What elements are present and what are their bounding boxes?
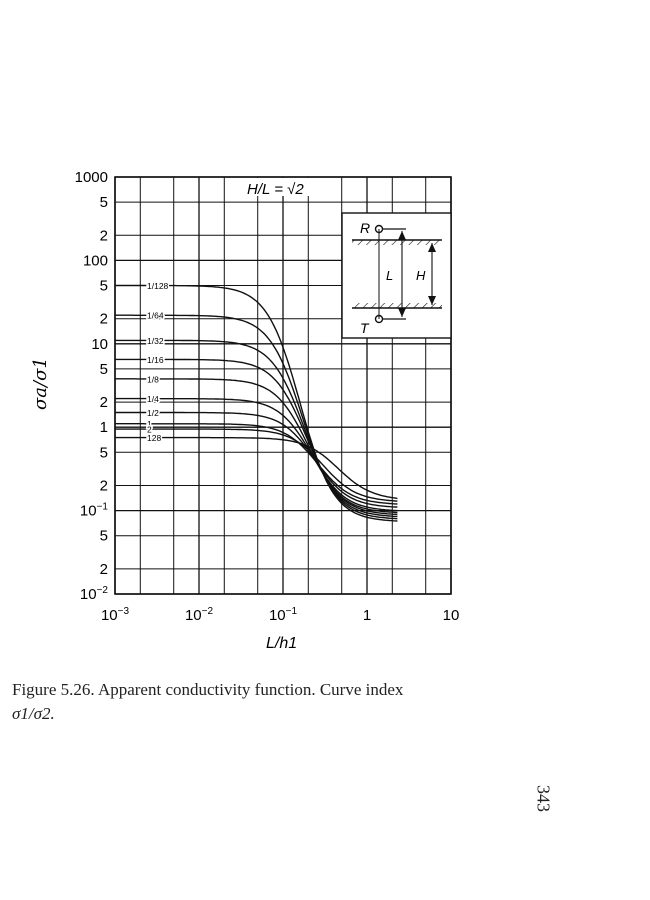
y-tick-label: 2 [100,394,108,411]
x-tick-label: 10 [443,607,460,624]
electrode-geometry-inset: R T L H [341,212,452,339]
inset-label-r: R [360,220,370,236]
curve-label: 1/128 [147,281,169,291]
y-tick-label: 2 [100,561,108,578]
caption-math: σ1/σ2. [12,704,55,723]
y-tick-label: 5 [100,194,108,211]
y-tick-label: 5 [100,444,108,461]
inset-label-t: T [360,320,370,336]
curve-label: 128 [147,433,161,443]
y-axis-label: σa/σ1 [30,357,51,410]
y-tick-label: 100 [83,252,108,269]
x-axis-ticks: 10−3 10−2 10−1 1 10 [101,606,459,624]
curve-1-128 [115,284,398,522]
figure-caption: Figure 5.26. Apparent conductivity funct… [12,678,532,726]
inset-label-h: H [416,268,426,283]
y-axis-ticks: 1000 5 2 100 5 2 10 5 2 1 5 2 10−1 5 2 10−2 [75,169,109,603]
y-tick-label: 2 [100,311,108,328]
inset-label-l: L [386,268,393,283]
curve-label: 2 [147,425,152,435]
x-tick-label: 10−1 [269,606,298,624]
y-tick-label: 5 [100,528,108,545]
y-tick-label: 1000 [75,169,108,186]
curve-label: 1/64 [147,311,164,321]
page-number: 343 [533,785,554,812]
curve-label: 1/16 [147,355,164,365]
y-tick-label: 10 [91,336,108,353]
x-axis-label: L/h1 [266,635,297,652]
y-tick-label: 2 [100,227,108,244]
y-tick-label: 5 [100,278,108,295]
plot-frame [114,176,452,595]
curve-1-32 [114,339,398,518]
chart-title: H/L = √2 [247,181,304,198]
x-tick-label: 10−3 [101,606,130,624]
x-tick-label: 10−2 [185,606,214,624]
curve-1-8 [115,378,398,514]
caption-text: Figure 5.26. Apparent conductivity funct… [12,680,404,699]
x-tick-label: 1 [363,607,371,624]
curve-1-4 [115,397,398,512]
curve-1-64 [115,314,398,520]
curve-label: 1/4 [147,394,159,404]
y-tick-label: 10−2 [80,585,109,603]
y-tick-label: 5 [100,361,108,378]
curve-1-16 [115,358,398,516]
y-tick-label: 10−1 [80,502,109,520]
curve-label: 1 [147,419,152,429]
curve-label: 1/32 [147,336,164,346]
y-tick-label: 1 [100,419,108,436]
curve-label: 1/2 [147,408,159,418]
curve-1-2 [115,411,398,508]
curve-128 [115,436,398,500]
y-tick-label: 2 [100,477,108,494]
curve-1 [115,423,398,505]
curve-label: 1/8 [147,374,159,384]
chart-curves [114,284,398,522]
curve-2 [115,428,398,502]
